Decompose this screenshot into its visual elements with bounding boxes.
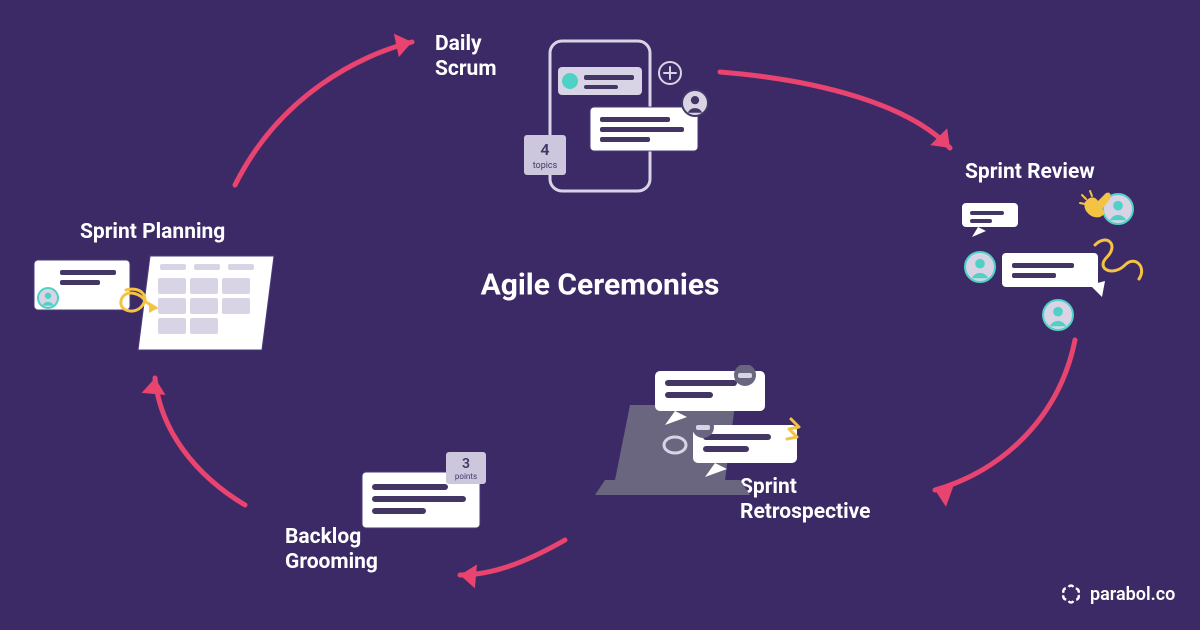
brand-footer: parabol.co — [1060, 583, 1175, 605]
sprint-review-illustration — [940, 185, 1170, 345]
svg-text:3: 3 — [462, 456, 470, 472]
svg-text:4: 4 — [540, 140, 549, 159]
retrospective-illustration — [575, 365, 805, 515]
diagram-title: Agile Ceremonies — [481, 268, 720, 303]
brand-text: parabol.co — [1090, 584, 1175, 605]
backlog-illustration: 3 points — [350, 450, 500, 540]
svg-text:points: points — [455, 472, 477, 481]
node-label-planning: Sprint Planning — [80, 220, 225, 245]
node-label-sprint-review: Sprint Review — [965, 160, 1095, 185]
node-label-daily-scrum: DailyScrum — [435, 32, 497, 82]
daily-scrum-illustration: 4 topics — [490, 35, 710, 205]
svg-text:topics: topics — [533, 161, 558, 171]
parabol-logo-icon — [1060, 583, 1082, 605]
planning-illustration — [30, 250, 280, 370]
diagram-canvas: Agile Ceremonies DailyScrum Sprint Revie… — [0, 0, 1200, 630]
